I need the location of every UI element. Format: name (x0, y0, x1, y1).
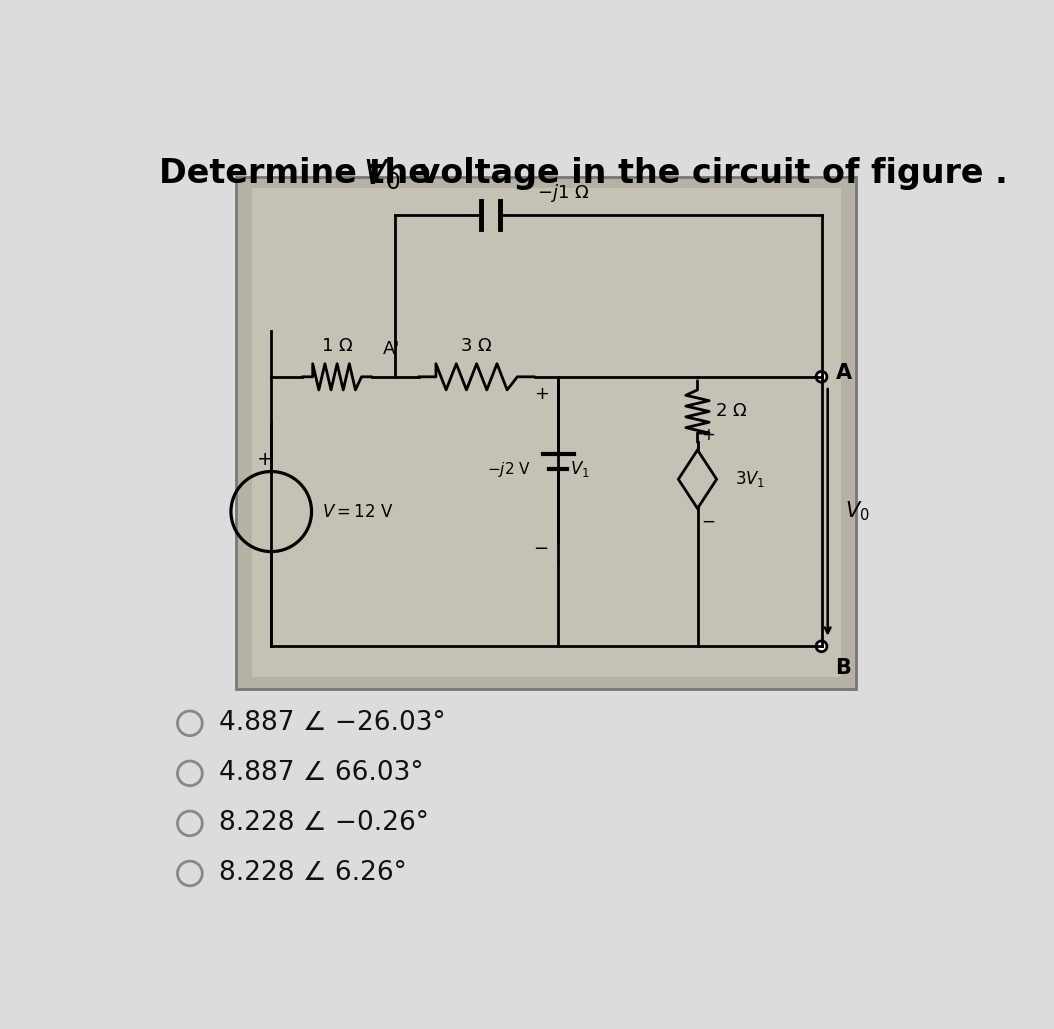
Text: 8.228 ∠ −0.26°: 8.228 ∠ −0.26° (219, 811, 429, 837)
Text: +: + (701, 426, 716, 443)
Text: 4.887 ∠ 66.03°: 4.887 ∠ 66.03° (219, 760, 424, 786)
Text: $V_0$: $V_0$ (363, 157, 401, 192)
Text: −: − (701, 512, 716, 530)
Text: +: + (257, 450, 273, 468)
Text: $V_0$: $V_0$ (844, 500, 870, 524)
Text: $-j2\ \mathrm{V}$: $-j2\ \mathrm{V}$ (487, 460, 531, 478)
FancyBboxPatch shape (236, 177, 856, 688)
Text: 8.228 ∠ 6.26°: 8.228 ∠ 6.26° (219, 860, 407, 886)
FancyBboxPatch shape (252, 188, 841, 677)
Text: $V = 12\ \mathrm{V}$: $V = 12\ \mathrm{V}$ (321, 502, 393, 521)
Text: $3\ \Omega$: $3\ \Omega$ (461, 338, 493, 355)
Circle shape (816, 371, 827, 382)
Text: B: B (836, 658, 852, 678)
Text: voltage in the circuit of figure .: voltage in the circuit of figure . (407, 157, 1008, 190)
Circle shape (816, 641, 827, 651)
Text: 4.887 ∠ −26.03°: 4.887 ∠ −26.03° (219, 710, 446, 737)
Text: A: A (836, 363, 852, 383)
Text: $-j1\ \Omega$: $-j1\ \Omega$ (536, 181, 589, 204)
Text: A': A' (383, 340, 401, 357)
Text: $1\ \Omega$: $1\ \Omega$ (321, 338, 353, 355)
Text: $V_1$: $V_1$ (569, 459, 589, 480)
Text: −: − (533, 540, 549, 558)
Text: $2\ \Omega$: $2\ \Omega$ (715, 402, 747, 421)
Text: Determine the: Determine the (159, 157, 443, 190)
Text: $3V_1$: $3V_1$ (735, 469, 765, 489)
Text: +: + (533, 385, 549, 402)
